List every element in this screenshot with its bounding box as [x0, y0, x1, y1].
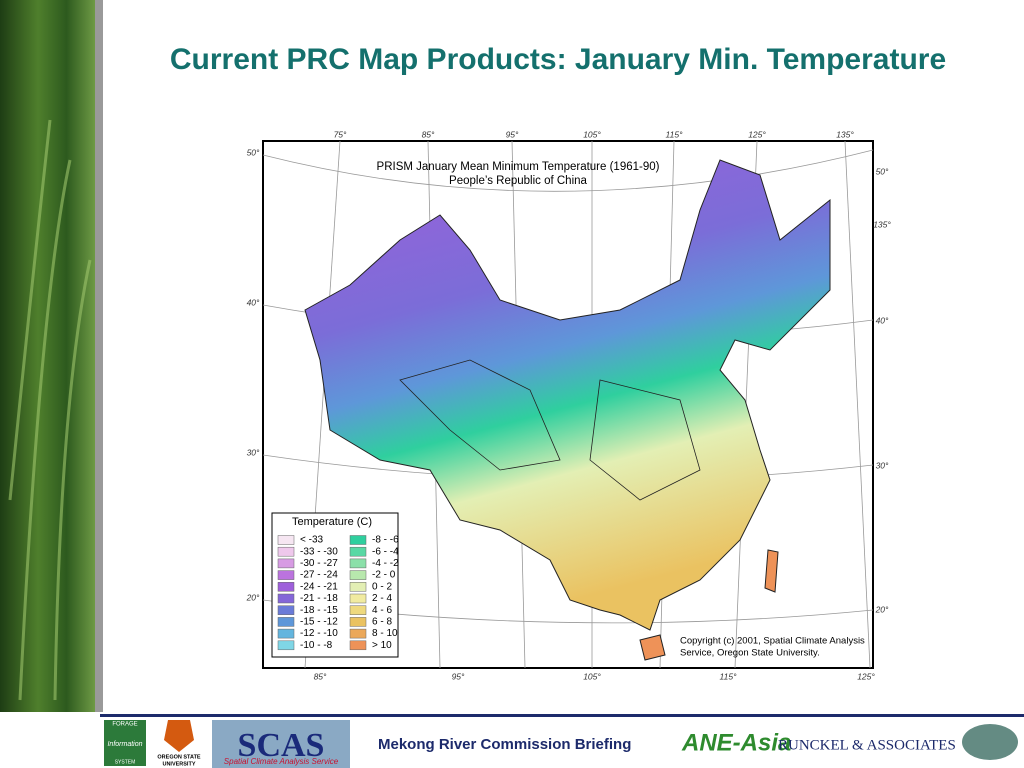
legend-swatch: [349, 570, 367, 580]
legend-label: -8 - -6: [372, 535, 399, 546]
legend-swatch: [277, 593, 295, 604]
coord-label: 40°: [876, 315, 889, 325]
map: PRISM January Mean Minimum Temperature (…: [246, 129, 892, 681]
coord-label: 115°: [666, 129, 684, 139]
legend-label: -24 - -21: [300, 581, 338, 592]
legend-swatch: [349, 558, 367, 569]
footer-line: [100, 714, 1024, 717]
legend-swatch: [349, 535, 367, 545]
map-title: PRISM January Mean Minimum Temperature (…: [377, 161, 660, 173]
osu-logo: [164, 720, 194, 752]
coord-label: 20°: [875, 604, 889, 614]
province-borders: [399, 359, 701, 501]
coord-label: 20°: [246, 592, 260, 602]
coord-label: 85°: [314, 671, 327, 681]
grass-strip: [0, 0, 95, 712]
coord-label: 115°: [720, 671, 738, 681]
forage-text: Information: [107, 741, 142, 748]
ane-logo: ANE-Asia: [681, 729, 791, 756]
map-subtitle: People’s Republic of China: [449, 175, 587, 187]
coord-label: 50°: [247, 147, 260, 157]
legend-swatch: [349, 582, 367, 592]
coord-label: 30°: [876, 460, 889, 470]
legend-swatch: [277, 558, 295, 569]
forage-logo: [104, 720, 146, 766]
copyright: Copyright (c) 2001, Spatial Climate Anal…: [680, 636, 865, 647]
legend-swatch: [277, 628, 295, 639]
legend-title: Temperature (C): [292, 516, 372, 528]
legend-label: -4 - -2: [372, 558, 399, 569]
legend-label: -12 - -10: [300, 628, 338, 639]
legend-swatch: [349, 628, 367, 639]
taiwan: [764, 549, 779, 593]
legend-label: > 10: [372, 640, 392, 651]
scas-text: SCAS: [238, 727, 325, 764]
legend-label: -6 - -4: [372, 546, 399, 557]
osu-text: OREGON STATE: [157, 754, 201, 760]
legend-label: < -33: [300, 535, 324, 546]
coord-label: 105°: [583, 671, 601, 681]
legend-label: 0 - 2: [372, 581, 392, 592]
legend-label: 8 - 10: [372, 628, 398, 639]
coord-label: 125°: [748, 129, 766, 139]
legend-swatch: [349, 546, 367, 557]
legend-swatch: [277, 582, 295, 592]
coord-label: 135°: [873, 219, 891, 229]
legend-swatch: [349, 605, 367, 615]
osu-text: UNIVERSITY: [162, 761, 195, 767]
legend-swatch: [277, 605, 295, 615]
coord-label: 95°: [506, 129, 519, 139]
legend-swatch: [277, 535, 295, 545]
coord-label: 75°: [334, 129, 347, 139]
legend-label: -30 - -27: [300, 558, 338, 569]
coord-label: 85°: [422, 129, 435, 139]
legend-label: -21 - -18: [300, 593, 338, 604]
legend-label: -2 - 0: [372, 570, 396, 581]
legend-label: -15 - -12: [300, 617, 338, 628]
china-shape: [304, 159, 831, 631]
legend-swatch: [349, 640, 367, 651]
footer-briefing: Mekong River Commission Briefing: [378, 736, 631, 753]
legend-label: 4 - 6: [372, 605, 392, 616]
grass-blades: [8, 119, 92, 701]
coord-label: 30°: [247, 447, 260, 457]
globe-logo: [962, 724, 1018, 760]
coord-label: 105°: [583, 129, 601, 139]
coord-label: 125°: [857, 671, 875, 681]
legend-swatch: [277, 640, 295, 651]
legend-swatch: [277, 546, 295, 557]
legend-swatch: [277, 617, 295, 627]
scas-subtitle: Spatial Climate Analysis Service: [224, 757, 339, 766]
coord-label: 40°: [247, 297, 260, 307]
forage-text: SYSTEM: [115, 759, 136, 765]
legend-label: -27 - -24: [300, 570, 338, 581]
legend-swatch: [349, 617, 367, 627]
legend-label: 2 - 4: [372, 593, 392, 604]
forage-text: FORAGE: [112, 722, 137, 728]
scas-logo: [212, 720, 350, 768]
copyright: Service, Oregon State University.: [680, 648, 820, 659]
coord-label: 95°: [452, 671, 465, 681]
legend-label: -10 - -8: [300, 640, 333, 651]
hainan: [639, 634, 666, 661]
legend-swatch: [277, 570, 295, 580]
legend-label: 6 - 8: [372, 617, 392, 628]
slide-title: Current PRC Map Products: January Min. T…: [170, 43, 946, 76]
legend-label: -33 - -30: [300, 546, 338, 557]
coord-label: 135°: [836, 129, 854, 139]
legend-label: -18 - -15: [300, 605, 338, 616]
runckel-text: RUNCKEL & ASSOCIATES: [778, 737, 956, 753]
coord-label: 50°: [876, 166, 889, 176]
legend-swatch: [349, 593, 367, 604]
side-bar: [95, 0, 103, 712]
